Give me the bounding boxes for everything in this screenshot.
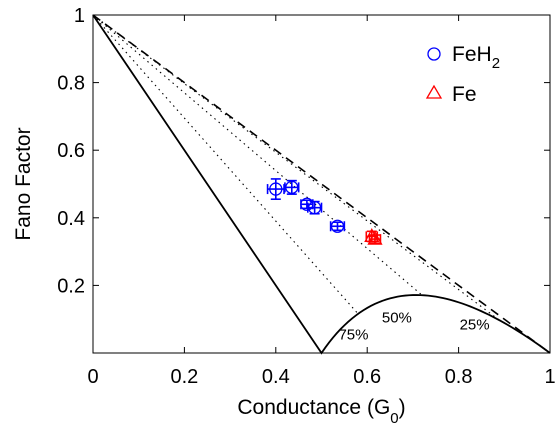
- upper-bound-dashed-line: [92, 14, 551, 354]
- annotation-label: 75%: [338, 326, 368, 343]
- legend: FeH2 Fe: [425, 43, 500, 106]
- data-point-feh2: [285, 180, 299, 195]
- annotation-label: 50%: [382, 310, 412, 327]
- y-tick-label: 0.6: [57, 140, 85, 162]
- reference-curves: [92, 14, 551, 355]
- x-axis-label: Conductance (G0): [237, 396, 405, 427]
- data-point-feh2: [307, 201, 322, 215]
- x-tick-label: 0.2: [170, 366, 198, 388]
- lower-bound-curve: [92, 14, 551, 355]
- x-tick-label: 0.6: [353, 366, 381, 388]
- data-point-feh2: [269, 182, 283, 196]
- data-point-feh2: [330, 219, 345, 233]
- data-point-fe: [364, 228, 380, 243]
- legend-label-feh2: FeH2: [452, 43, 500, 72]
- legend-marker-feh2: [427, 47, 441, 61]
- y-tick-label: 0.2: [57, 275, 85, 297]
- axis-ticks: 0 0.2 0.4 0.6 0.8 1 0.2 0.4 0.6 0.8 1: [57, 5, 555, 388]
- y-tick-label: 0.8: [57, 73, 85, 95]
- plot-frame: [92, 14, 551, 354]
- data-markers: [269, 180, 383, 245]
- dotted-line-50: [92, 14, 423, 296]
- legend-marker-fe: [425, 84, 443, 99]
- data-point-fe: [367, 230, 383, 245]
- y-tick-label: 1: [74, 5, 85, 27]
- x-tick-label: 0.4: [262, 366, 290, 388]
- dotted-line-75: [92, 14, 359, 315]
- x-tick-label: 0.8: [445, 366, 473, 388]
- x-tick-label: 1: [544, 366, 555, 388]
- y-axis-label: Fano Factor: [12, 127, 35, 240]
- annotations: 25% 50% 75%: [338, 310, 489, 344]
- data-point-feh2: [300, 197, 314, 211]
- y-tick-label: 0.4: [57, 208, 85, 230]
- annotation-label: 25%: [460, 316, 490, 333]
- x-tick-label: 0: [87, 366, 98, 388]
- dotted-line-25: [92, 14, 501, 321]
- legend-label-fe: Fe: [452, 83, 477, 106]
